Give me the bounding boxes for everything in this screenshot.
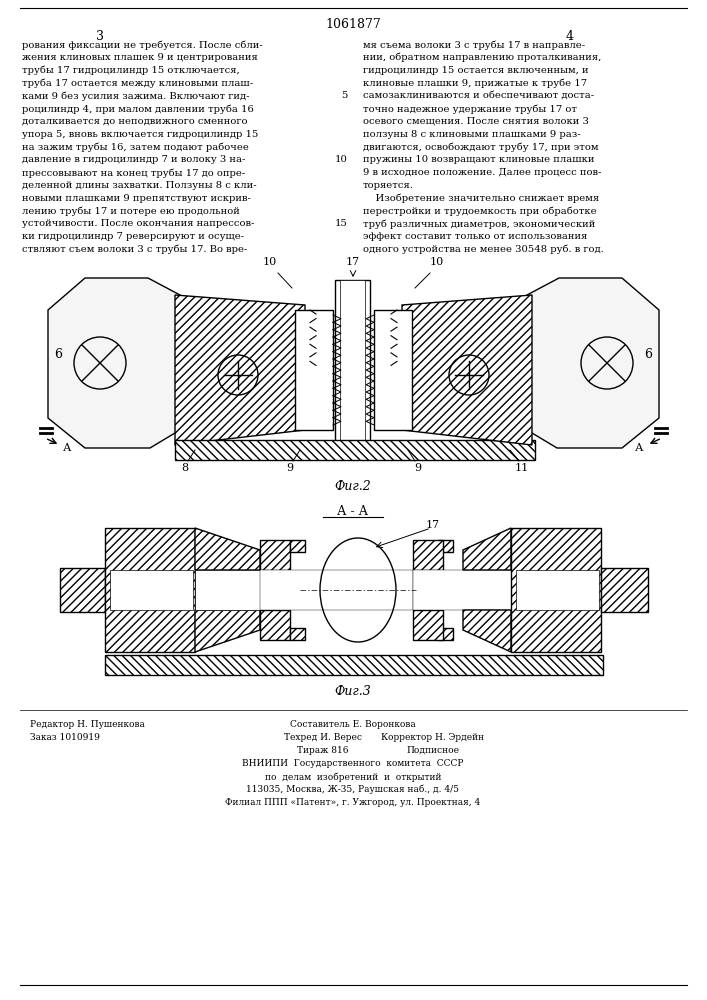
Text: на зажим трубы 16, затем подают рабочее: на зажим трубы 16, затем подают рабочее — [22, 142, 249, 152]
Text: жения клиновых плашек 9 и центрирования: жения клиновых плашек 9 и центрирования — [22, 53, 258, 62]
Text: Техред И. Верес: Техред И. Верес — [284, 733, 362, 742]
Text: Филиал ППП «Патент», г. Ужгород, ул. Проектная, 4: Филиал ППП «Патент», г. Ужгород, ул. Про… — [226, 798, 481, 807]
Polygon shape — [195, 570, 260, 610]
Polygon shape — [340, 280, 365, 445]
Text: 9: 9 — [286, 463, 293, 473]
Text: Заказ 1010919: Заказ 1010919 — [30, 733, 100, 742]
Bar — [511, 528, 601, 652]
Text: лению трубы 17 и потере ею продольной: лению трубы 17 и потере ею продольной — [22, 206, 240, 216]
Text: А - А: А - А — [337, 505, 368, 518]
Text: 113035, Москва, Ж-35, Раушская наб., д. 4/5: 113035, Москва, Ж-35, Раушская наб., д. … — [247, 785, 460, 794]
Text: 8: 8 — [182, 463, 189, 473]
Text: ползуны 8 с клиновыми плашками 9 раз-: ползуны 8 с клиновыми плашками 9 раз- — [363, 130, 580, 139]
Text: мя съема волоки 3 с трубы 17 в направле-: мя съема волоки 3 с трубы 17 в направле- — [363, 40, 585, 49]
Polygon shape — [260, 540, 290, 570]
Text: осевого смещения. После снятия волоки 3: осевого смещения. После снятия волоки 3 — [363, 117, 589, 126]
Polygon shape — [438, 540, 453, 552]
Polygon shape — [374, 310, 412, 430]
Text: по  делам  изобретений  и  открытий: по делам изобретений и открытий — [264, 772, 441, 782]
Text: 1061877: 1061877 — [325, 18, 381, 31]
Polygon shape — [516, 570, 599, 610]
Text: 9 в исходное положение. Далее процесс пов-: 9 в исходное положение. Далее процесс по… — [363, 168, 602, 177]
Text: ствляют съем волоки 3 с трубы 17. Во вре-: ствляют съем волоки 3 с трубы 17. Во вре… — [22, 245, 247, 254]
Polygon shape — [438, 628, 453, 640]
Polygon shape — [402, 295, 532, 445]
Text: 10: 10 — [335, 155, 348, 164]
Text: 3: 3 — [96, 30, 104, 43]
Text: Составитель Е. Воронкова: Составитель Е. Воронкова — [290, 720, 416, 729]
Polygon shape — [290, 540, 305, 552]
Text: Фиг.2: Фиг.2 — [334, 480, 371, 493]
Text: 4: 4 — [566, 30, 574, 43]
Text: новыми плашками 9 препятствуют искрив-: новыми плашками 9 препятствуют искрив- — [22, 194, 251, 203]
Polygon shape — [527, 278, 659, 448]
Polygon shape — [463, 528, 511, 570]
Bar — [601, 568, 648, 612]
Text: труба 17 остается между клиновыми плаш-: труба 17 остается между клиновыми плаш- — [22, 78, 253, 88]
Polygon shape — [295, 310, 333, 430]
Text: ками 9 без усилия зажима. Включают гид-: ками 9 без усилия зажима. Включают гид- — [22, 91, 250, 101]
Text: перестройки и трудоемкость при обработке: перестройки и трудоемкость при обработке — [363, 206, 597, 216]
Text: труб различных диаметров, экономический: труб различных диаметров, экономический — [363, 219, 595, 229]
Text: гидроцилиндр 15 остается включенным, и: гидроцилиндр 15 остается включенным, и — [363, 66, 589, 75]
Polygon shape — [195, 528, 260, 570]
Polygon shape — [290, 628, 305, 640]
Text: пружины 10 возвращают клиновые плашки: пружины 10 возвращают клиновые плашки — [363, 155, 595, 164]
Text: А: А — [63, 443, 71, 453]
Text: рования фиксации не требуется. После сбли-: рования фиксации не требуется. После сбл… — [22, 40, 263, 49]
Text: упора 5, вновь включается гидроцилиндр 15: упора 5, вновь включается гидроцилиндр 1… — [22, 130, 258, 139]
Bar — [60, 568, 105, 612]
Text: нии, обратном направлению проталкивания,: нии, обратном направлению проталкивания, — [363, 53, 602, 62]
Text: 17: 17 — [426, 520, 440, 530]
Polygon shape — [413, 570, 513, 610]
Polygon shape — [413, 540, 443, 570]
Polygon shape — [48, 278, 180, 448]
Text: эффект составит только от использования: эффект составит только от использования — [363, 232, 588, 241]
Polygon shape — [260, 610, 290, 640]
Text: 11: 11 — [515, 463, 529, 473]
Polygon shape — [195, 610, 260, 652]
Text: клиновые плашки 9, прижатые к трубе 17: клиновые плашки 9, прижатые к трубе 17 — [363, 78, 587, 88]
Text: 10: 10 — [430, 257, 444, 267]
Text: Фиг.3: Фиг.3 — [334, 685, 371, 698]
Text: деленной длины захватки. Ползуны 8 с кли-: деленной длины захватки. Ползуны 8 с кли… — [22, 181, 257, 190]
Text: ВНИИПИ  Государственного  комитета  СССР: ВНИИПИ Государственного комитета СССР — [243, 759, 464, 768]
Text: Изобретение значительно снижает время: Изобретение значительно снижает время — [363, 194, 599, 203]
Polygon shape — [413, 610, 443, 640]
Polygon shape — [260, 570, 413, 610]
Text: торяется.: торяется. — [363, 181, 414, 190]
Text: ки гидроцилиндр 7 реверсируют и осуще-: ки гидроцилиндр 7 реверсируют и осуще- — [22, 232, 244, 241]
Text: давление в гидроцилиндр 7 и волоку 3 на-: давление в гидроцилиндр 7 и волоку 3 на- — [22, 155, 245, 164]
Text: 5: 5 — [341, 91, 348, 100]
Polygon shape — [110, 570, 193, 610]
Text: 6: 6 — [54, 349, 62, 361]
Text: Редактор Н. Пушенкова: Редактор Н. Пушенкова — [30, 720, 145, 729]
Text: 9: 9 — [414, 463, 421, 473]
Text: доталкивается до неподвижного сменного: доталкивается до неподвижного сменного — [22, 117, 247, 126]
Text: Подписное: Подписное — [407, 746, 460, 755]
Bar — [175, 440, 535, 460]
Text: двигаются, освобождают трубу 17, при этом: двигаются, освобождают трубу 17, при это… — [363, 142, 599, 152]
Polygon shape — [463, 610, 511, 652]
Text: 10: 10 — [263, 257, 277, 267]
Polygon shape — [335, 280, 370, 445]
Text: одного устройства не менее 30548 руб. в год.: одного устройства не менее 30548 руб. в … — [363, 245, 604, 254]
Text: Тираж 816: Тираж 816 — [297, 746, 349, 755]
Text: самозаклиниваются и обеспечивают доста-: самозаклиниваются и обеспечивают доста- — [363, 91, 594, 100]
Bar — [105, 655, 603, 675]
Polygon shape — [175, 295, 305, 445]
Text: прессовывают на конец трубы 17 до опре-: прессовывают на конец трубы 17 до опре- — [22, 168, 245, 178]
Text: 15: 15 — [335, 219, 348, 228]
Text: А: А — [635, 443, 643, 453]
Text: роцилиндр 4, при малом давлении труба 16: роцилиндр 4, при малом давлении труба 16 — [22, 104, 254, 113]
Text: 17: 17 — [346, 257, 360, 267]
Text: 6: 6 — [644, 349, 652, 361]
Text: точно надежное удержание трубы 17 от: точно надежное удержание трубы 17 от — [363, 104, 577, 113]
Text: Корректор Н. Эрдейн: Корректор Н. Эрдейн — [382, 733, 484, 742]
Text: трубы 17 гидроцилиндр 15 отключается,: трубы 17 гидроцилиндр 15 отключается, — [22, 66, 240, 75]
Text: устойчивости. После окончания напрессов-: устойчивости. После окончания напрессов- — [22, 219, 255, 228]
Bar — [105, 528, 195, 652]
